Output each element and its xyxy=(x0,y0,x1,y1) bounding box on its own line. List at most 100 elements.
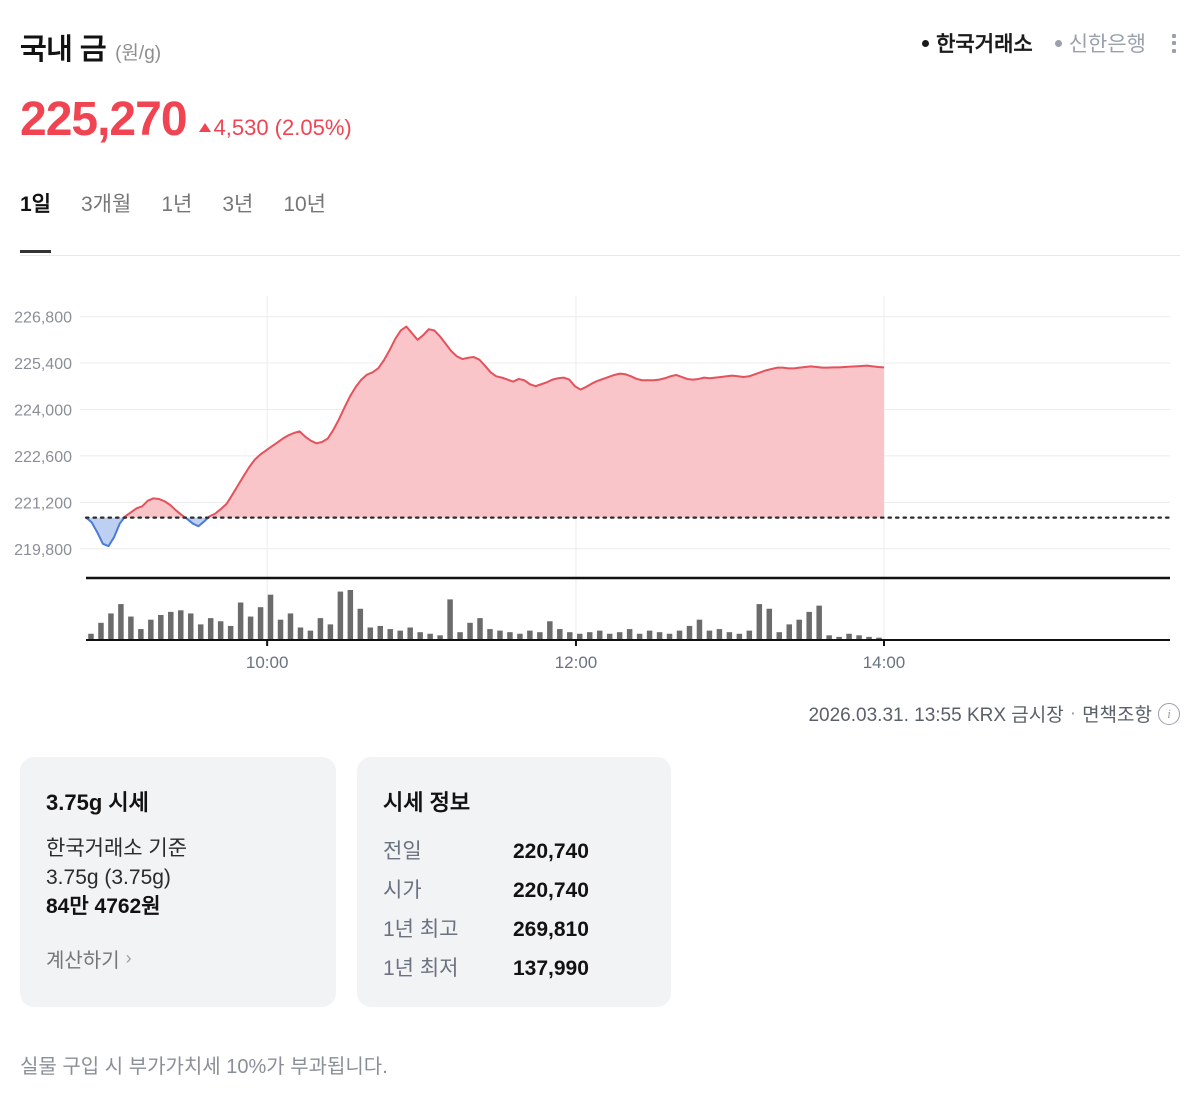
y-axis-tick-label: 225,400 xyxy=(14,356,72,373)
volume-bar xyxy=(347,590,354,640)
volume-bar xyxy=(427,633,433,640)
volume-bar xyxy=(187,613,194,640)
info-value: 220,740 xyxy=(513,879,589,902)
info-value: 269,810 xyxy=(513,918,589,941)
unit-price-basis: 한국거래소 기준 xyxy=(46,837,188,860)
price-change: 4,530 (2.05%) xyxy=(198,115,352,141)
volume-bar xyxy=(616,632,623,640)
unit-price-card-title: 3.75g 시세 xyxy=(46,790,149,815)
volume-bar xyxy=(88,633,94,640)
volume-bar xyxy=(527,630,533,641)
volume-bar xyxy=(457,632,463,640)
volume-bar xyxy=(447,599,453,641)
y-axis-tick-label: 219,800 xyxy=(14,542,72,559)
volume-bar xyxy=(577,633,583,640)
volume-bar xyxy=(118,604,124,640)
volume-bar xyxy=(756,604,763,640)
volume-bar xyxy=(327,624,334,641)
y-axis-tick-label: 226,800 xyxy=(14,310,72,327)
page-title: 국내 금 (원/g) xyxy=(20,26,161,68)
volume-bar xyxy=(128,616,134,640)
volume-bar xyxy=(696,619,703,640)
x-axis-tick-label: 10:00 xyxy=(246,653,289,672)
chart-line-up xyxy=(86,325,884,518)
volume-bar xyxy=(636,633,643,640)
y-axis-tick-label: 221,200 xyxy=(14,495,72,512)
volume-bar xyxy=(776,632,783,640)
volume-bar xyxy=(557,629,563,640)
tab-10years[interactable]: 10년 xyxy=(283,193,327,216)
info-value: 220,740 xyxy=(513,840,589,863)
y-axis-tick-label: 224,000 xyxy=(14,402,72,419)
unit-price-weight: 3.75g (3.75g) xyxy=(46,865,171,889)
info-label: 전일 xyxy=(383,840,422,863)
volume-bar xyxy=(217,621,224,640)
volume-bar xyxy=(477,618,483,641)
quote-info-card: 시세 정보 전일 220,740 시가 220,740 1년 최고 269,81… xyxy=(357,757,671,1007)
calculator-link[interactable]: 계산하기 › xyxy=(46,944,132,973)
volume-bar xyxy=(796,619,802,640)
volume-bar xyxy=(178,610,184,640)
volume-bar xyxy=(197,624,204,641)
volume-bar xyxy=(467,622,473,640)
x-axis-tick-label: 14:00 xyxy=(863,653,906,672)
price-chart[interactable]: 226,800 225,400 224,000 222,600 221,200 219,8… xyxy=(0,280,1200,680)
volume-bar xyxy=(257,607,264,640)
volume-bar xyxy=(606,633,613,640)
source-option-krx[interactable]: 한국거래소 xyxy=(922,28,1033,58)
volume-bar xyxy=(98,622,104,640)
source-option-shinhan[interactable]: 신한은행 xyxy=(1054,28,1146,58)
volume-bar xyxy=(666,633,673,640)
volume-bar xyxy=(397,630,403,641)
volume-bar xyxy=(407,627,413,640)
volume-bar xyxy=(168,611,174,641)
chart-area-fill-up xyxy=(86,326,884,518)
y-axis-tick-label: 222,600 xyxy=(14,449,72,466)
volume-bar xyxy=(816,605,822,641)
volume-bar xyxy=(158,615,164,640)
volume-bar xyxy=(387,629,393,640)
tab-3months[interactable]: 3개월 xyxy=(81,193,132,216)
volume-bar xyxy=(736,633,743,640)
disclaimer-link[interactable]: 면책조항 xyxy=(1082,705,1152,726)
volume-bar xyxy=(706,630,713,641)
info-label: 시가 xyxy=(383,879,422,902)
info-row-year-low: 1년 최저 137,990 xyxy=(383,952,645,982)
volume-bar xyxy=(297,627,304,640)
volume-bar xyxy=(487,629,493,640)
tab-1day[interactable]: 1일 xyxy=(20,188,51,253)
price-block: 225,270 4,530 (2.05%) xyxy=(20,96,352,144)
volume-bar xyxy=(746,630,753,641)
volume-bar xyxy=(138,629,144,640)
tab-1year[interactable]: 1년 xyxy=(161,193,193,216)
kebab-menu-icon[interactable] xyxy=(1168,32,1184,55)
vat-note: 실물 구입 시 부가가치세 10%가 부과됩니다. xyxy=(20,1056,388,1078)
info-row-year-high: 1년 최고 269,810 xyxy=(383,913,645,943)
source-option-krx-label: 한국거래소 xyxy=(936,33,1033,56)
volume-bar xyxy=(317,618,324,641)
tab-3years[interactable]: 3년 xyxy=(222,193,254,216)
volume-bar xyxy=(417,632,423,640)
volume-bar xyxy=(786,624,792,641)
asset-name: 국내 금 xyxy=(20,34,107,66)
volume-bar xyxy=(806,611,812,641)
price-change-value: 4,530 (2.05%) xyxy=(213,115,352,140)
volume-bar xyxy=(277,619,284,640)
volume-bar xyxy=(377,625,384,640)
chart-area-fill-down xyxy=(86,517,209,547)
volume-bar xyxy=(826,635,832,640)
volume-bar xyxy=(626,629,633,640)
volume-bar xyxy=(287,613,294,640)
volume-bar xyxy=(267,594,274,640)
volume-bar xyxy=(596,630,603,641)
info-label: 1년 최저 xyxy=(383,957,459,980)
volume-bar xyxy=(686,625,693,640)
quote-header: 국내 금 (원/g) 한국거래소 신한은행 225,270 4,530 (2.0… xyxy=(0,0,1200,180)
quote-info-card-title: 시세 정보 xyxy=(383,790,471,815)
price-chart-svg[interactable]: 226,800 225,400 224,000 222,600 221,200 219,8… xyxy=(0,280,1200,680)
volume-bar xyxy=(716,629,723,640)
bullet-icon xyxy=(922,39,930,47)
volume-bar xyxy=(876,637,882,640)
info-icon[interactable]: i xyxy=(1158,702,1180,725)
volume-bar xyxy=(866,636,872,641)
